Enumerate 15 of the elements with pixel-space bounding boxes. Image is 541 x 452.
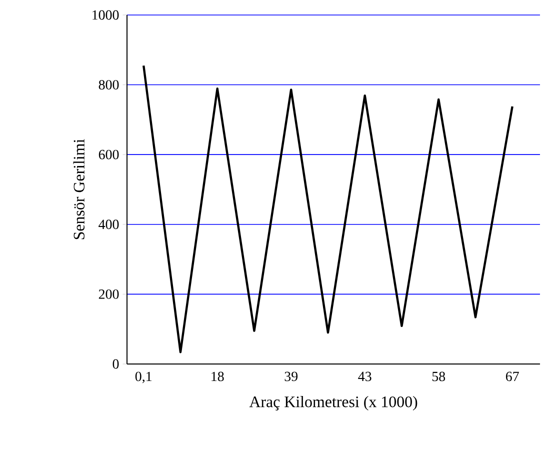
y-tick-label: 400 [98, 220, 119, 230]
x-tick-label: 0,1 [135, 372, 152, 384]
x-tick-label: 39 [284, 372, 298, 382]
y-tick-label: 200 [98, 289, 119, 299]
x-axis-title: Araç Kilometresi (x 1000) [249, 396, 418, 410]
x-tick-label: 67 [506, 372, 519, 382]
y-axis-title: Sensör Gerilimi [73, 139, 84, 240]
y-tick-label: 600 [98, 150, 119, 160]
y-tick-label: 800 [98, 80, 119, 90]
x-tick-label: 58 [432, 372, 446, 382]
y-tick-label: 1000 [92, 10, 119, 20]
y-tick-label: 0 [112, 359, 119, 369]
x-tick-label: 18 [212, 372, 224, 382]
line-series [142, 64, 514, 354]
x-tick-label: 43 [358, 372, 372, 382]
